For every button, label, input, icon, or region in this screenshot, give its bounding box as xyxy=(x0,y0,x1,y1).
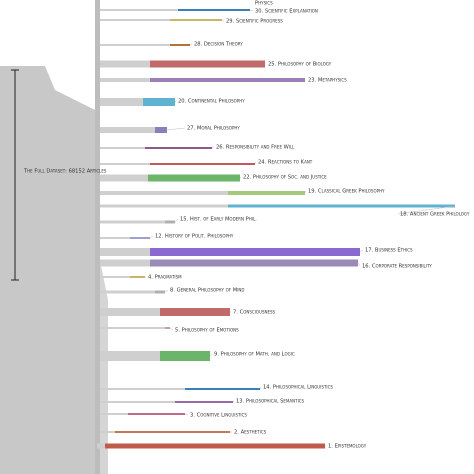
leaf-label: 17. Business Ethics xyxy=(365,248,413,254)
leaf-bar xyxy=(150,163,255,165)
full-dataset-block xyxy=(0,66,95,474)
leaf-bar xyxy=(185,388,260,390)
leaf-bar xyxy=(165,220,175,224)
leaf-connector xyxy=(397,205,456,215)
leaf-bar xyxy=(150,248,360,256)
leaf-label: 12. History of Polit. Philosophy xyxy=(155,234,234,240)
leaf-bar xyxy=(175,401,233,403)
leaf-label: 27. Moral Philosophy xyxy=(187,126,240,132)
leaf-connector xyxy=(189,43,193,46)
leaf-bar xyxy=(130,237,150,239)
leaf-label: 28. Decision Theory xyxy=(194,42,243,48)
leaf-label: 7. Consciousness xyxy=(233,310,276,316)
leaf-label: 18. Ancient Greek Philology xyxy=(400,212,470,218)
leaf-bar xyxy=(228,204,455,208)
leaf-connector xyxy=(359,249,364,253)
leaf-bar xyxy=(150,259,358,267)
label-bg xyxy=(22,163,62,179)
leaf-label: 24. Reactions to Kant xyxy=(258,160,313,166)
leaf-label: 4. Pragmatism xyxy=(148,275,182,281)
leaf-bar xyxy=(228,191,305,195)
leaf-bar xyxy=(105,443,325,449)
leaf-connector xyxy=(149,235,154,239)
leaf-bar xyxy=(160,308,230,316)
leaf-label: 1. Epistemology xyxy=(328,444,367,450)
leaf-bar xyxy=(155,290,165,294)
leaf-connector xyxy=(232,400,235,403)
leaf-label: 20. Continental Philosophy xyxy=(178,99,245,105)
leaf-label: 9. Philosophy of Math. and Logic xyxy=(214,352,295,358)
leaf-label: 25. Philosophy of Biology xyxy=(268,62,332,68)
leaf-bar xyxy=(160,351,210,361)
leaf-bar xyxy=(150,78,305,82)
leaf-connector xyxy=(249,9,254,12)
leaf-connector xyxy=(209,353,213,357)
leaf-label: 23. Metaphysics xyxy=(308,78,347,84)
leaf-connector xyxy=(184,413,189,416)
leaf-connector xyxy=(259,386,262,390)
leaf-label: 29. Scientific Progress xyxy=(226,19,283,25)
trunk xyxy=(95,0,100,474)
leaf-bar xyxy=(165,327,170,329)
leaf-connector xyxy=(254,161,257,165)
leaf-label: 26. Responsibility and Free Will xyxy=(216,145,295,151)
leaf-connector xyxy=(304,190,307,194)
leaf-label: 14. Philosophical Linguistics xyxy=(263,385,333,391)
leaf-bar xyxy=(170,44,190,46)
leaf-connector xyxy=(174,218,179,223)
dataset-label: The Full Dataset: 68152 Articles xyxy=(23,169,107,175)
leaf-bar xyxy=(145,147,212,149)
leaf-label: 15. Hist. of Early Modern Phil. xyxy=(180,217,257,223)
leaf-connector xyxy=(221,19,225,22)
leaf-bar xyxy=(150,60,265,68)
leaf-label: 16. Corporate Responsibility xyxy=(362,264,432,270)
leaf-bar xyxy=(148,174,240,182)
leaf-bar xyxy=(143,98,175,106)
leaf-connector xyxy=(239,176,242,179)
leaf-bar xyxy=(130,276,145,278)
leaf-bar xyxy=(128,413,185,415)
leaf-label: 2. Aesthetics xyxy=(234,430,267,436)
leaf-bar xyxy=(170,19,222,21)
leaf-connector xyxy=(174,100,177,103)
leaf-label: 13. Philosophical Semantics xyxy=(236,399,305,405)
leaf-label: 22. Philosophy of Soc. and Justice xyxy=(243,175,327,181)
leaf-connector xyxy=(166,127,186,131)
leaf-connector xyxy=(211,146,215,149)
leaf-bar xyxy=(178,9,250,11)
leaf-label: Physics xyxy=(255,1,273,7)
leaf-label: 3. Cognitive Linguistics xyxy=(190,413,247,419)
leaf-label: 30. Scientific Explanation xyxy=(255,9,318,15)
leaf-connector xyxy=(164,289,169,293)
leaf-bar xyxy=(115,431,230,433)
leaf-connector xyxy=(357,262,361,267)
leaf-label: 19. Classical Greek Philosophy xyxy=(308,189,385,195)
leaf-label: 5. Philosophy of Emotions xyxy=(175,328,239,334)
leaf-connector xyxy=(169,327,174,331)
leaf-label: 8. General Philosophy of Mind xyxy=(170,288,244,294)
leaf-bar xyxy=(155,127,167,133)
